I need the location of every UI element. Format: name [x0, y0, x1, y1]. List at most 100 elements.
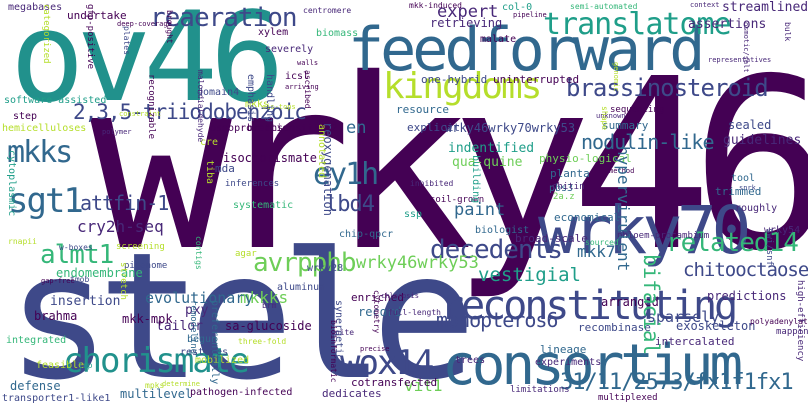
word: rnapii: [8, 237, 37, 246]
word: predictions: [707, 289, 787, 303]
word: mobilized: [195, 355, 250, 366]
word: stretch: [118, 262, 128, 300]
word: brahma: [34, 309, 78, 323]
word: sgt1: [8, 181, 84, 221]
word: semi-automated: [570, 2, 638, 11]
word: restores: [180, 347, 229, 358]
word: almt1: [40, 240, 114, 270]
word: broad-scale: [515, 232, 588, 245]
word: cis-tops: [262, 103, 296, 111]
word: resource: [396, 103, 449, 116]
word: cytoplasmic: [6, 150, 17, 217]
word: mkks: [245, 99, 270, 110]
word: one-hybrid: [421, 73, 488, 86]
word: endomembrane: [56, 266, 143, 280]
word: tailor: [156, 319, 203, 334]
word: full-length: [388, 308, 441, 317]
word: mkk-mpk: [122, 312, 173, 326]
word: spite: [330, 328, 355, 337]
word: snrk: [739, 184, 756, 192]
word: cytometry: [372, 290, 381, 334]
word: intercalated: [655, 335, 735, 348]
word: remodeling: [188, 300, 198, 355]
word: vit1: [404, 376, 443, 395]
word: isochorismate: [223, 151, 317, 165]
word: explicit: [407, 121, 460, 134]
word: qua-quine: [452, 155, 523, 170]
word: mda: [215, 162, 235, 175]
word: bulk: [783, 22, 792, 42]
word: related14: [666, 228, 799, 258]
word: wox14: [340, 343, 434, 383]
word: malate: [480, 34, 517, 45]
word: trees: [455, 355, 486, 366]
word: sourced: [585, 238, 619, 247]
word: pigenome: [124, 261, 168, 271]
word: en: [346, 118, 367, 138]
word: hypervirulent: [614, 146, 633, 272]
word: handling: [264, 74, 275, 123]
word: software-assisted: [4, 95, 107, 106]
word: monopteros6: [436, 308, 558, 332]
word: economical: [554, 211, 621, 224]
word: systematic: [233, 200, 294, 211]
word: determine: [162, 380, 200, 388]
word: streamlined: [722, 0, 808, 15]
word: mpks: [145, 381, 165, 390]
word: retrieving: [430, 16, 503, 30]
word: reconstituting: [440, 283, 738, 329]
word: ov46: [10, 0, 285, 130]
word: pipeline: [513, 11, 547, 19]
word: severely: [265, 44, 314, 55]
word: translatome: [543, 7, 732, 42]
word: chitin: [552, 182, 585, 192]
word: 31/11/2573/fx1f1fx1: [560, 370, 794, 395]
word: wrky46wrky53: [356, 253, 479, 273]
word: ssp: [404, 209, 423, 220]
word: arranged: [601, 295, 659, 309]
word: cotransfected: [351, 376, 438, 389]
word: shape: [600, 106, 609, 131]
word: inferences: [225, 179, 280, 189]
word: tmob: [70, 275, 90, 284]
word: swi/snf: [764, 228, 774, 266]
word: chlorosis: [381, 292, 419, 300]
word: insertion: [50, 294, 121, 309]
word: megabases: [8, 2, 63, 13]
word: three-fold: [238, 337, 287, 346]
word: wrky70: [538, 192, 751, 269]
word: roughly: [735, 203, 778, 214]
word: begun: [187, 334, 218, 345]
word: brm: [262, 301, 277, 310]
word: enriched: [351, 291, 404, 304]
word: xylem: [258, 27, 289, 38]
word: sa-glucoside: [225, 319, 312, 333]
word: unknown: [596, 112, 626, 120]
word: recognizable: [146, 74, 156, 140]
word: soil-grown: [430, 195, 485, 205]
word: decedents: [430, 235, 563, 265]
word: centromere: [303, 6, 352, 15]
word: col-0: [502, 2, 533, 13]
word: lbd4: [325, 192, 375, 217]
word: recombinase: [578, 321, 651, 334]
word: gap-free: [41, 277, 75, 285]
word: wrky54: [764, 225, 801, 236]
word: icsl: [285, 71, 310, 82]
word: representatives: [708, 56, 772, 64]
word: domain4: [197, 87, 240, 98]
word: wrky46wrky70wrky53: [445, 121, 576, 135]
word: dedicates: [322, 387, 382, 400]
word: planta: [550, 167, 590, 180]
word: undertake: [67, 9, 127, 22]
word: cry2h-seq: [77, 217, 164, 236]
word: high-efficiency: [795, 280, 805, 362]
word: feasible: [36, 360, 85, 371]
word: cre: [200, 137, 219, 148]
word: bioinformatic: [329, 320, 338, 383]
word: 2a.z: [553, 192, 575, 202]
word: agar: [235, 249, 257, 259]
word: mapping: [776, 327, 808, 337]
word: building: [470, 155, 481, 204]
